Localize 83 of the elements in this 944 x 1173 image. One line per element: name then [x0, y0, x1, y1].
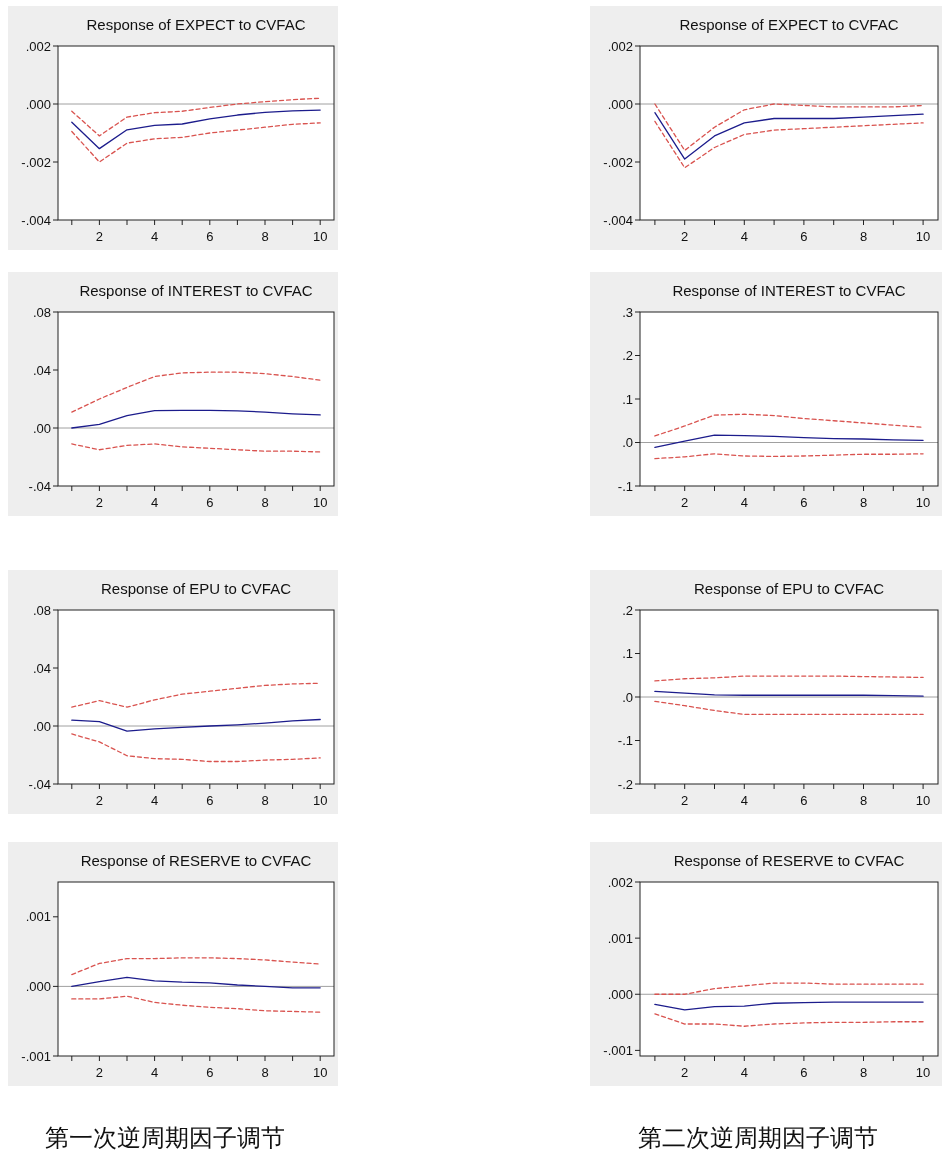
- annotation: 第一次逆周期因子调节: [45, 1125, 285, 1151]
- xtick-label: 10: [915, 495, 931, 510]
- title: Response of EPU to CVFAC: [693, 580, 885, 597]
- title: Response of INTEREST to CVFAC: [79, 282, 313, 299]
- xtick-label: 2: [95, 793, 103, 808]
- xtick-label: 6: [206, 229, 214, 244]
- ytick-label: .002: [25, 38, 51, 54]
- xtick-label: 10: [312, 495, 328, 510]
- xtick-label: 4: [740, 495, 748, 510]
- ytick-label: -.1: [617, 478, 633, 494]
- xtick-label: 2: [95, 1065, 103, 1080]
- xtick-label: 8: [859, 229, 868, 244]
- ytick-label: -.002: [603, 154, 633, 170]
- xtick-label: 4: [151, 793, 159, 808]
- title: Response of INTEREST to CVFAC: [672, 282, 906, 299]
- title: Response of RESERVE to CVFAC: [673, 852, 905, 869]
- ytick-label: .08: [32, 304, 51, 320]
- ytick-label: .04: [32, 362, 51, 378]
- ytick-label: .04: [32, 660, 51, 676]
- ytick-label: .00: [32, 420, 51, 436]
- xtick-label: 10: [312, 229, 328, 244]
- xtick-label: 10: [915, 793, 931, 808]
- xtick-label: 8: [261, 229, 269, 244]
- xtick-label: 8: [261, 1065, 269, 1080]
- xtick-label: 4: [740, 793, 748, 808]
- xtick-label: 4: [740, 229, 748, 244]
- xtick-label: 2: [681, 495, 689, 510]
- xtick-label: 4: [151, 229, 159, 244]
- ytick-label: .1: [622, 391, 633, 407]
- ytick-label: .2: [622, 348, 633, 363]
- ytick-label: .00: [32, 718, 51, 734]
- xtick-label: 10: [915, 1065, 931, 1080]
- xtick-label: 8: [859, 1065, 868, 1080]
- xtick-label: 4: [740, 1065, 748, 1080]
- ytick-label: .3: [622, 304, 633, 320]
- title: Response of EXPECT to CVFAC: [86, 16, 306, 33]
- ytick-label: .002: [607, 38, 633, 54]
- xtick-label: 8: [859, 793, 868, 808]
- xtick-label: 10: [312, 1065, 328, 1080]
- xtick-label: 6: [800, 1065, 808, 1080]
- ytick-label: -.001: [21, 1048, 51, 1064]
- ytick-label: -.001: [603, 1042, 633, 1058]
- annotation: 第二次逆周期因子调节: [638, 1125, 878, 1151]
- xtick-label: 4: [151, 1065, 159, 1080]
- xtick-label: 8: [859, 495, 868, 510]
- ytick-label: .2: [622, 602, 633, 618]
- xtick-label: 2: [681, 1065, 689, 1080]
- ytick-label: -.002: [21, 154, 51, 170]
- ytick-label: .000: [25, 978, 51, 994]
- ytick-label: .0: [622, 435, 633, 450]
- xtick-label: 2: [95, 495, 103, 510]
- xtick-label: 10: [915, 229, 931, 244]
- ytick-label: .001: [607, 930, 633, 946]
- xtick-label: 6: [206, 495, 214, 510]
- xtick-label: 8: [261, 793, 269, 808]
- title: Response of RESERVE to CVFAC: [80, 852, 312, 869]
- xtick-label: 2: [681, 229, 689, 244]
- xtick-label: 6: [800, 495, 808, 510]
- ytick-label: -.04: [28, 776, 51, 792]
- xtick-label: 6: [800, 793, 808, 808]
- ytick-label: .0: [622, 689, 633, 705]
- ytick-label: .000: [25, 96, 51, 112]
- title: Response of EXPECT to CVFAC: [679, 16, 899, 33]
- title: Response of EPU to CVFAC: [100, 580, 292, 597]
- ytick-label: .1: [622, 646, 633, 661]
- ytick-label: -.1: [617, 733, 633, 748]
- xtick-label: 2: [681, 793, 689, 808]
- ytick-label: -.2: [617, 776, 633, 792]
- xtick-label: 2: [95, 229, 103, 244]
- ytick-label: .000: [607, 96, 633, 112]
- ytick-label: -.004: [603, 212, 633, 228]
- ytick-label: -.04: [28, 478, 51, 494]
- ytick-label: .08: [32, 602, 51, 618]
- ytick-label: .002: [607, 874, 633, 890]
- xtick-label: 6: [206, 793, 214, 808]
- ytick-label: -.004: [21, 212, 51, 228]
- ytick-label: .001: [25, 909, 51, 925]
- xtick-label: 4: [151, 495, 159, 510]
- xtick-label: 6: [800, 229, 808, 244]
- ytick-label: .000: [607, 986, 633, 1002]
- xtick-label: 10: [312, 793, 328, 808]
- xtick-label: 6: [206, 1065, 214, 1080]
- xtick-label: 8: [261, 495, 269, 510]
